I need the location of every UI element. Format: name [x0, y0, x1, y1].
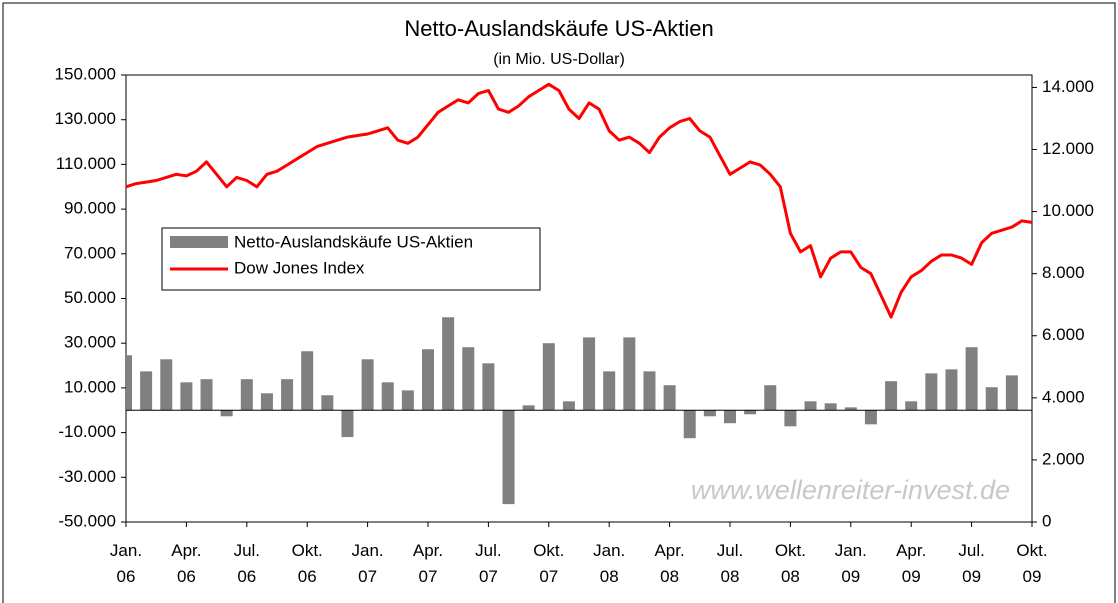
bar	[744, 410, 757, 415]
y2-tick-label: 14.000	[1042, 77, 1094, 96]
bar	[703, 410, 716, 417]
bar	[905, 401, 918, 411]
bar	[562, 401, 575, 411]
y2-tick-label: 0	[1042, 511, 1051, 530]
x-tick-label: Jul. 06	[234, 541, 260, 586]
bar	[623, 337, 636, 411]
y-tick-label: -10.000	[58, 422, 116, 441]
y2-tick-label: 12.000	[1042, 139, 1094, 158]
y2-tick-label: 8.000	[1042, 263, 1085, 282]
bar	[724, 410, 736, 424]
x-tick-label: Apr. 09	[896, 541, 926, 586]
bar	[643, 371, 656, 411]
legend-swatch	[170, 236, 228, 248]
bar	[482, 363, 495, 411]
bar	[885, 381, 898, 411]
bar	[663, 385, 676, 411]
x-tick-label: Apr. 07	[413, 541, 443, 586]
y-tick-label: -30.000	[58, 467, 116, 486]
bar	[804, 401, 817, 411]
line	[125, 82, 1033, 319]
bar	[864, 410, 877, 425]
x-tick-label: Okt. 08	[775, 541, 806, 586]
y2-tick-label: 4.000	[1042, 387, 1085, 406]
watermark: www.wellenreiter-invest.de	[691, 475, 1010, 505]
bar	[341, 410, 354, 438]
x-tick-label: Jan. 07	[352, 541, 384, 586]
bar	[442, 317, 455, 411]
y-tick-label: 70.000	[64, 243, 116, 262]
bar	[200, 379, 213, 411]
x-tick-label: Jul. 09	[958, 541, 984, 586]
bar	[583, 337, 596, 411]
bar	[945, 369, 958, 411]
bar	[844, 407, 857, 411]
bar	[965, 347, 978, 411]
x-tick-label: Okt. 09	[1016, 541, 1047, 586]
bar	[603, 371, 616, 411]
bar	[301, 351, 314, 411]
bar	[140, 371, 153, 411]
y-tick-label: 10.000	[64, 377, 116, 396]
x-tick-label: Apr. 08	[654, 541, 684, 586]
y-tick-label: 110.000	[56, 154, 116, 173]
bar	[381, 382, 394, 411]
x-tick-label: Jan. 09	[835, 541, 867, 586]
legend-label: Netto-Auslandskäufe US-Aktien	[234, 232, 473, 251]
y-tick-label: 130.000	[55, 109, 116, 128]
y2-tick-label: 2.000	[1042, 449, 1085, 468]
x-tick-label: Jul. 07	[475, 541, 501, 586]
y2-tick-label: 6.000	[1042, 325, 1085, 344]
x-tick-label: Okt. 06	[292, 541, 323, 586]
y-tick-label: 90.000	[64, 199, 116, 218]
bar	[1005, 375, 1018, 411]
legend: Netto-Auslandskäufe US-Aktien Dow Jones …	[161, 227, 541, 291]
bar	[764, 385, 777, 411]
bar	[240, 379, 253, 411]
bar	[361, 359, 374, 411]
bar	[522, 405, 535, 411]
x-tick-label: Jan. 08	[593, 541, 625, 586]
y2-tick-label: 10.000	[1042, 201, 1094, 220]
x-tick-label: Okt. 07	[533, 541, 564, 586]
bar	[422, 349, 434, 411]
bar	[502, 410, 515, 505]
bar	[784, 410, 797, 427]
y-tick-label: -50.000	[58, 511, 116, 530]
bar	[542, 343, 555, 411]
bar	[281, 379, 294, 411]
bar	[925, 373, 938, 411]
x-tick-label: Jul. 08	[717, 541, 743, 586]
bar	[985, 387, 998, 411]
bar	[401, 390, 414, 411]
y-tick-label: 150.000	[55, 64, 116, 83]
bar	[180, 382, 193, 411]
y-tick-label: 50.000	[64, 288, 116, 307]
bar	[126, 355, 132, 411]
legend-label: Dow Jones Index	[234, 258, 365, 277]
bar	[260, 393, 273, 411]
x-tick-label: Apr. 06	[171, 541, 201, 586]
bar	[462, 347, 475, 411]
chart-title: Netto-Auslandskäufe US-Aktien	[404, 16, 713, 41]
bar	[824, 403, 837, 411]
bar	[321, 395, 334, 411]
y-tick-label: 30.000	[64, 333, 116, 352]
bar	[220, 410, 233, 417]
bar	[683, 410, 696, 439]
x-tick-label: Jan. 06	[110, 541, 142, 586]
bar	[160, 359, 173, 411]
chart-subtitle: (in Mio. US-Dollar)	[493, 51, 625, 68]
